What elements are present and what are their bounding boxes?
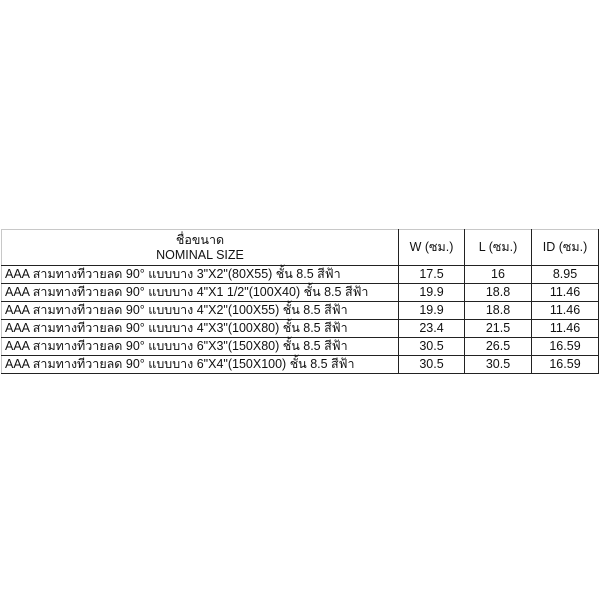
cell-id: 11.46 — [531, 283, 599, 302]
table-row: AAA สามทางทีวายลด 90° แบบบาง 4"X3"(100X8… — [1, 319, 599, 338]
cell-w: 23.4 — [398, 319, 465, 338]
cell-w: 17.5 — [398, 265, 465, 284]
cell-id: 8.95 — [531, 265, 599, 284]
cell-name: AAA สามทางทีวายลด 90° แบบบาง 6"X3"(150X8… — [1, 337, 399, 356]
cell-name: AAA สามทางทีวายลด 90° แบบบาง 4"X1 1/2"(1… — [1, 283, 399, 302]
table-row: AAA สามทางทีวายลด 90° แบบบาง 4"X1 1/2"(1… — [1, 283, 599, 302]
cell-id: 11.46 — [531, 301, 599, 320]
cell-w: 19.9 — [398, 301, 465, 320]
cell-name: AAA สามทางทีวายลด 90° แบบบาง 4"X3"(100X8… — [1, 319, 399, 338]
table-row: AAA สามทางทีวายลด 90° แบบบาง 4"X2"(100X5… — [1, 301, 599, 320]
cell-w: 30.5 — [398, 355, 465, 374]
header-name-thai: ชื่อขนาด — [175, 232, 225, 247]
cell-l: 30.5 — [464, 355, 532, 374]
cell-l: 16 — [464, 265, 532, 284]
header-row: ชื่อขนาด NOMINAL SIZE W (ซม.) L (ซม.) ID… — [1, 229, 599, 266]
cell-l: 18.8 — [464, 301, 532, 320]
cell-id: 16.59 — [531, 355, 599, 374]
cell-id: 11.46 — [531, 319, 599, 338]
header-name-english: NOMINAL SIZE — [156, 247, 244, 262]
cell-w: 19.9 — [398, 283, 465, 302]
size-table: ชื่อขนาด NOMINAL SIZE W (ซม.) L (ซม.) ID… — [1, 229, 599, 374]
cell-id: 16.59 — [531, 337, 599, 356]
header-id: ID (ซม.) — [531, 229, 599, 266]
cell-name: AAA สามทางทีวายลด 90° แบบบาง 6"X4"(150X1… — [1, 355, 399, 374]
header-nominal-size: ชื่อขนาด NOMINAL SIZE — [1, 229, 399, 266]
table-row: AAA สามทางทีวายลด 90° แบบบาง 3"X2"(80X55… — [1, 265, 599, 284]
cell-name: AAA สามทางทีวายลด 90° แบบบาง 3"X2"(80X55… — [1, 265, 399, 284]
cell-l: 26.5 — [464, 337, 532, 356]
table-row: AAA สามทางทีวายลด 90° แบบบาง 6"X3"(150X8… — [1, 337, 599, 356]
header-l: L (ซม.) — [464, 229, 532, 266]
cell-name: AAA สามทางทีวายลด 90° แบบบาง 4"X2"(100X5… — [1, 301, 399, 320]
table-row: AAA สามทางทีวายลด 90° แบบบาง 6"X4"(150X1… — [1, 355, 599, 374]
cell-w: 30.5 — [398, 337, 465, 356]
header-w: W (ซม.) — [398, 229, 465, 266]
cell-l: 18.8 — [464, 283, 532, 302]
cell-l: 21.5 — [464, 319, 532, 338]
